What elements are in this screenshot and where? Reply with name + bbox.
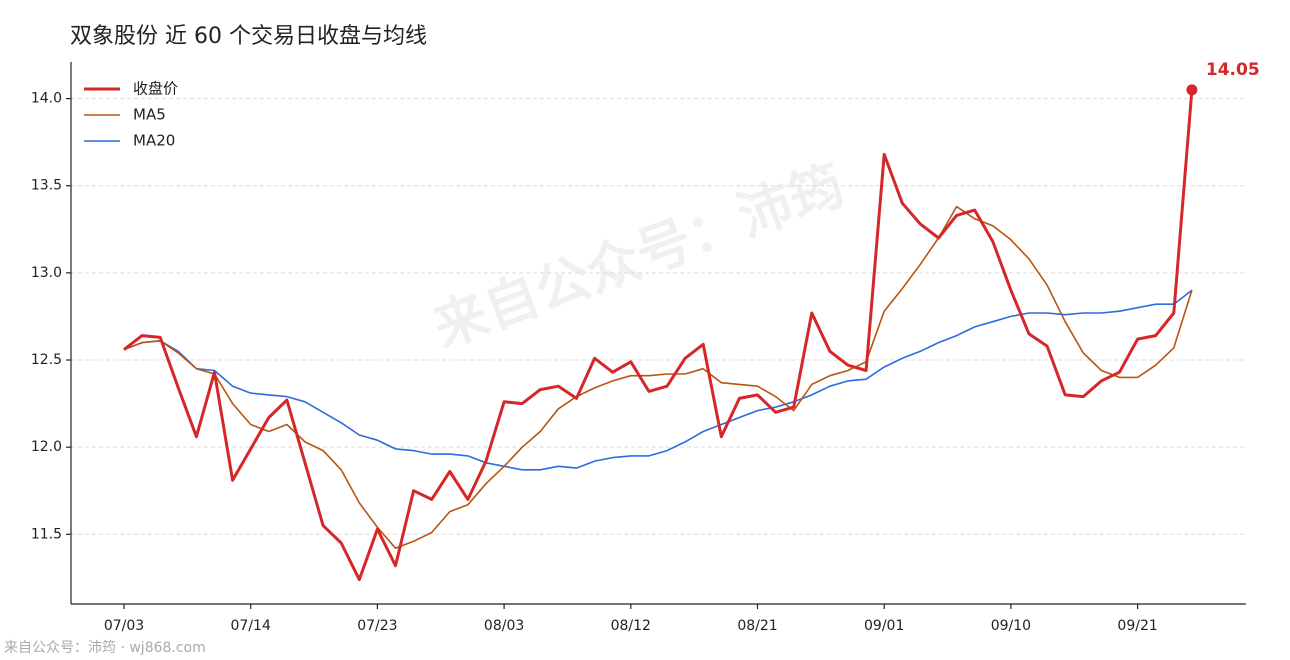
footer: 来自公众号：沛筠 · wj868.com [4,639,206,656]
series-line [123,205,1193,549]
x-tick-label: 08/12 [611,618,651,634]
legend-label: MA5 [133,106,166,124]
watermark: 来自公众号：沛筠 [425,153,852,360]
x-tick-label: 07/03 [104,618,144,634]
series-line [123,89,1194,582]
last-value-label: 14.05 [1206,60,1260,80]
x-tick-label: 07/23 [357,618,397,634]
legend-label: MA20 [133,132,175,150]
x-tick-label: 08/21 [737,618,777,634]
y-tick-label: 14.0 [31,91,62,107]
y-tick-label: 13.0 [31,265,62,281]
last-point [1186,84,1198,96]
x-tick-label: 07/14 [231,618,271,634]
legend-label: 收盘价 [133,80,178,98]
x-tick-label: 09/10 [991,618,1031,634]
y-tick-label: 12.5 [31,352,62,368]
x-tick-label: 08/03 [484,618,524,634]
chart-title: 双象股份 近 60 个交易日收盘与均线 [70,24,427,49]
y-tick-label: 11.5 [31,526,62,542]
x-tick-label: 09/01 [864,618,904,634]
y-tick-label: 13.5 [31,178,62,194]
x-tick-label: 09/21 [1117,618,1157,634]
y-tick-label: 12.0 [31,439,62,455]
series-line [123,289,1193,471]
